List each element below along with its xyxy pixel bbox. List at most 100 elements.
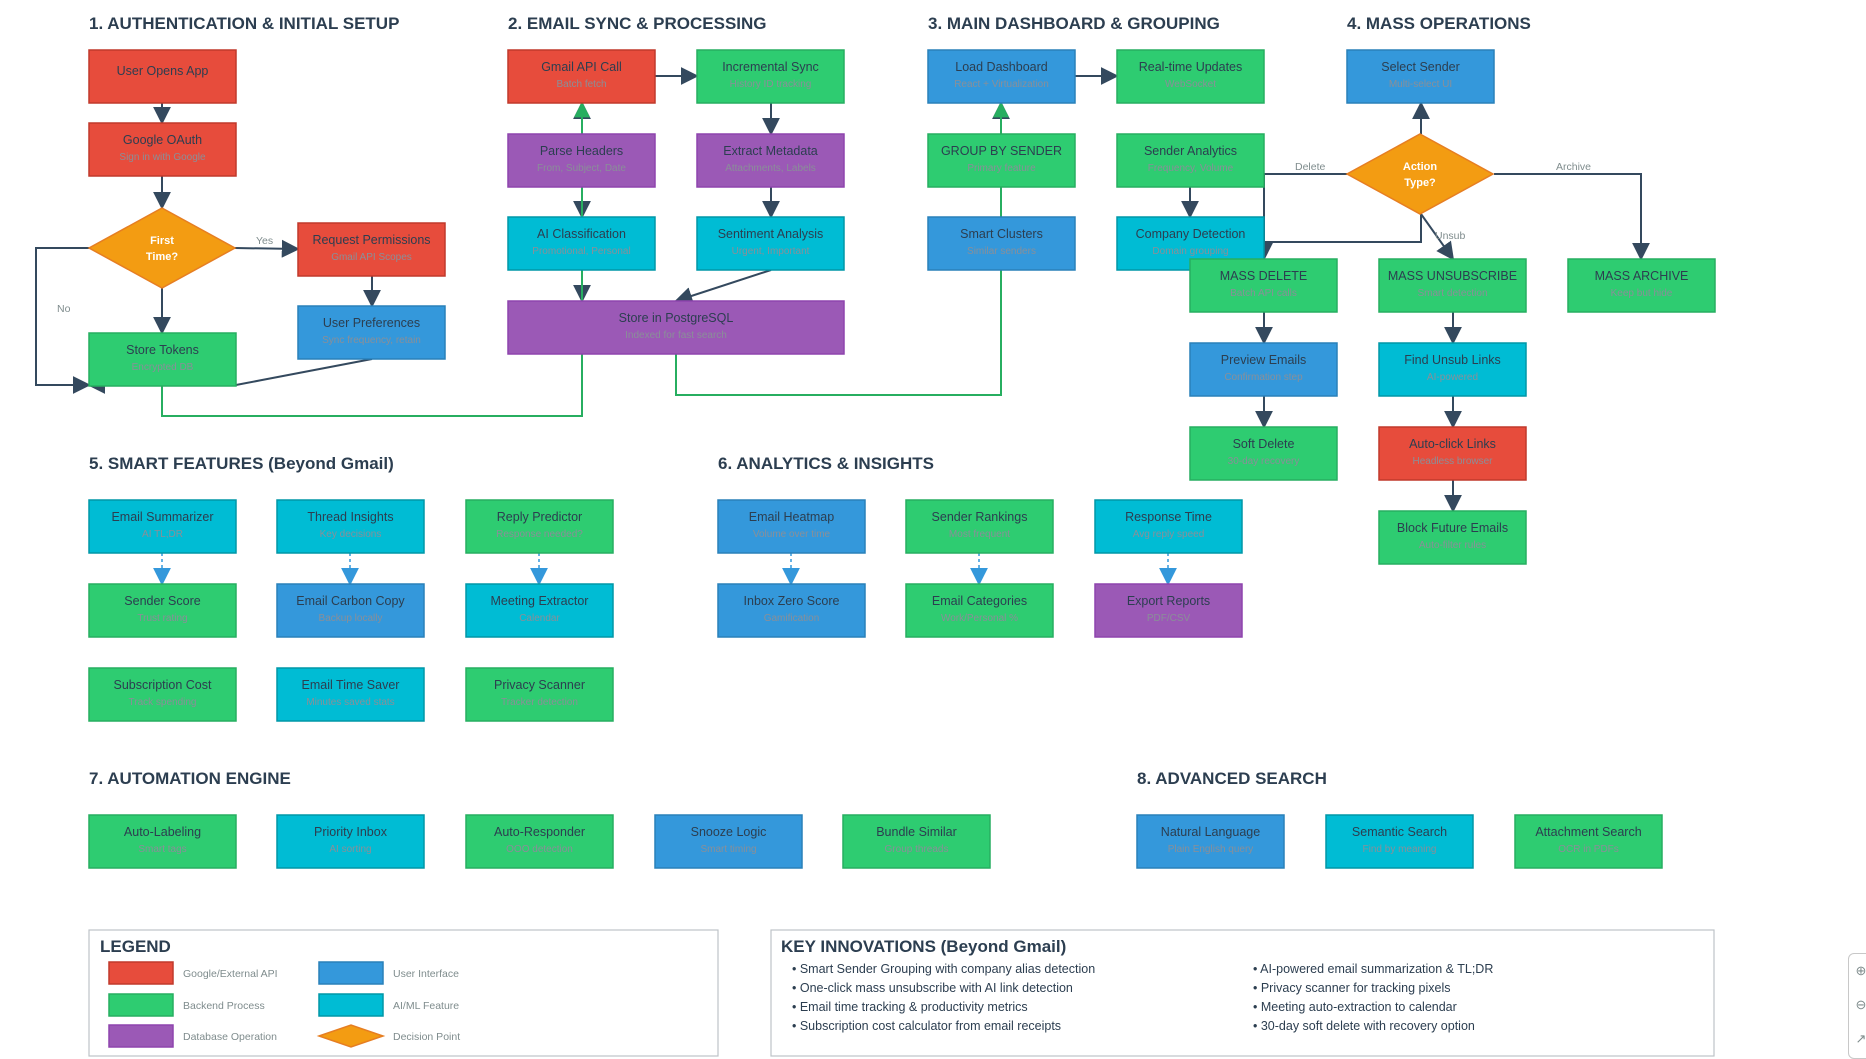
legend-panel: LEGEND Google/External API User Interface… <box>88 929 719 1057</box>
edge-unsub-branch <box>1420 213 1455 261</box>
node-extract-metadata[interactable]: Extract Metadata Attachments, Labels <box>696 133 845 188</box>
node-first-time[interactable]: First Time? <box>87 207 237 289</box>
section-title-s6: 6. ANALYTICS & INSIGHTS <box>718 454 934 473</box>
node-sublabel: Batch API calls <box>1230 288 1297 299</box>
node-action-type[interactable]: Action Type? <box>1345 133 1495 215</box>
node-box <box>465 583 614 638</box>
node-natural-language[interactable]: Natural Language Plain English query <box>1136 814 1285 869</box>
node-label: Attachment Search <box>1535 825 1641 839</box>
node-box <box>507 300 845 355</box>
node-select-sender[interactable]: Select Sender Multi-select UI <box>1346 49 1495 104</box>
node-priority-inbox[interactable]: Priority Inbox AI sorting <box>276 814 425 869</box>
node-label: Snooze Logic <box>691 825 767 839</box>
node-sublabel: Confirmation step <box>1224 372 1303 383</box>
node-box <box>1325 814 1474 869</box>
node-ai-classification[interactable]: AI Classification Promotional, Personal <box>507 216 656 271</box>
section-title-s2: 2. EMAIL SYNC & PROCESSING <box>508 14 767 33</box>
legend-swatch <box>108 993 174 1017</box>
node-auto-responder[interactable]: Auto-Responder OOO detection <box>465 814 614 869</box>
node-auto-labeling[interactable]: Auto-Labeling Smart tags <box>88 814 237 869</box>
node-email-heatmap[interactable]: Email Heatmap Volume over time <box>717 499 866 554</box>
node-sender-analytics[interactable]: Sender Analytics Frequency, Volume <box>1116 133 1265 188</box>
edge-label-archive: Archive <box>1556 161 1591 173</box>
innovation-item: • Email time tracking & productivity met… <box>792 1000 1028 1014</box>
node-label: Subscription Cost <box>114 678 212 692</box>
node-parse-headers[interactable]: Parse Headers From, Subject, Date <box>507 133 656 188</box>
node-box <box>465 814 614 869</box>
node-label: AI Classification <box>537 227 626 241</box>
legend-swatch <box>108 961 174 985</box>
fit-icon[interactable]: ↗ <box>1855 1031 1866 1046</box>
node-export-reports[interactable]: Export Reports PDF/CSV <box>1094 583 1243 638</box>
node-load-dashboard[interactable]: Load Dashboard React + Virtualization <box>927 49 1076 104</box>
node-email-time-saver[interactable]: Email Time Saver Minutes saved stats <box>276 667 425 722</box>
node-box <box>88 667 237 722</box>
node-sublabel: Gamification <box>764 613 820 624</box>
legend-item-google: Google/External API <box>108 961 278 985</box>
node-response-time[interactable]: Response Time Avg reply speed <box>1094 499 1243 554</box>
node-block-future-emails[interactable]: Block Future Emails Auto-filter rules <box>1378 510 1527 565</box>
node-email-summarizer[interactable]: Email Summarizer AI TL;DR <box>88 499 237 554</box>
node-google-oauth[interactable]: Google OAuth Sign in with Google <box>88 122 237 177</box>
node-sender-score[interactable]: Sender Score Trust rating <box>88 583 237 638</box>
node-label: Auto-Responder <box>494 825 585 839</box>
edge-first-yes <box>234 239 300 258</box>
innovation-item: • Smart Sender Grouping with company ali… <box>792 962 1095 976</box>
node-smart-clusters[interactable]: Smart Clusters Similar senders <box>927 216 1076 271</box>
node-sublabel: Plain English query <box>1168 844 1254 855</box>
node-email-carbon-copy[interactable]: Email Carbon Copy Backup locally <box>276 583 425 638</box>
innovation-item: • Meeting auto-extraction to calendar <box>1253 1000 1457 1014</box>
node-subscription-cost[interactable]: Subscription Cost Track spending <box>88 667 237 722</box>
legend-item-decision: Decision Point <box>316 1024 460 1048</box>
node-meeting-extractor[interactable]: Meeting Extractor Calendar <box>465 583 614 638</box>
node-store-tokens[interactable]: Store Tokens Encrypted DB <box>88 332 237 387</box>
node-label: Email Time Saver <box>302 678 400 692</box>
node-inbox-zero-score[interactable]: Inbox Zero Score Gamification <box>717 583 866 638</box>
node-attachment-search[interactable]: Attachment Search OCR in PDFs <box>1514 814 1663 869</box>
node-label: Email Summarizer <box>111 510 213 524</box>
node-soft-delete[interactable]: Soft Delete 30-day recovery <box>1189 426 1338 481</box>
node-semantic-search[interactable]: Semantic Search Find by meaning <box>1325 814 1474 869</box>
node-realtime-updates[interactable]: Real-time Updates WebSocket <box>1116 49 1265 104</box>
node-reply-predictor[interactable]: Reply Predictor Response needed? <box>465 499 614 554</box>
legend-swatch <box>318 961 384 985</box>
legend-item-ai: AI/ML Feature <box>318 993 459 1017</box>
node-group-by-sender[interactable]: GROUP BY SENDER Primary feature <box>927 133 1076 188</box>
node-privacy-scanner[interactable]: Privacy Scanner Tracker detection <box>465 667 614 722</box>
node-thread-insights[interactable]: Thread Insights Key decisions <box>276 499 425 554</box>
node-box <box>654 814 803 869</box>
node-store-postgresql[interactable]: Store in PostgreSQL Indexed for fast sear… <box>507 300 845 355</box>
node-auto-click-links[interactable]: Auto-click Links Headless browser <box>1378 426 1527 481</box>
node-sublabel: Track spending <box>129 697 197 708</box>
node-label: Inbox Zero Score <box>744 594 840 608</box>
node-box <box>297 222 446 277</box>
node-label: Smart Clusters <box>960 227 1043 241</box>
node-box <box>696 216 845 271</box>
node-bundle-similar[interactable]: Bundle Similar Group threads <box>842 814 991 869</box>
node-sublabel: Most frequent <box>949 529 1010 540</box>
node-mass-delete[interactable]: MASS DELETE Batch API calls <box>1189 258 1338 313</box>
node-user-opens-app[interactable]: User Opens App <box>88 49 237 104</box>
zoom-out-icon[interactable]: ⊖ <box>1855 997 1866 1012</box>
legend-swatch <box>316 1024 386 1048</box>
node-box <box>1514 814 1663 869</box>
node-label: User Opens App <box>117 64 209 78</box>
node-gmail-api-call[interactable]: Gmail API Call Batch fetch <box>507 49 656 104</box>
node-user-preferences[interactable]: User Preferences Sync frequency, retain <box>297 305 446 360</box>
node-find-unsub-links[interactable]: Find Unsub Links AI-powered <box>1378 342 1527 397</box>
node-request-permissions[interactable]: Request Permissions Gmail API Scopes <box>297 222 446 277</box>
edge-label-no: No <box>57 303 71 315</box>
node-incremental-sync[interactable]: Incremental Sync History ID tracking <box>696 49 845 104</box>
node-sublabel: Auto-filter rules <box>1419 540 1486 551</box>
zoom-in-icon[interactable]: ⊕ <box>1855 963 1866 978</box>
node-sender-rankings[interactable]: Sender Rankings Most frequent <box>905 499 1054 554</box>
node-snooze-logic[interactable]: Snooze Logic Smart timing <box>654 814 803 869</box>
node-mass-archive[interactable]: MASS ARCHIVE Keep but hide <box>1567 258 1716 313</box>
node-preview-emails[interactable]: Preview Emails Confirmation step <box>1189 342 1338 397</box>
node-email-categories[interactable]: Email Categories Work/Personal % <box>905 583 1054 638</box>
node-sublabel: OCR in PDFs <box>1558 844 1619 855</box>
node-mass-unsubscribe[interactable]: MASS UNSUBSCRIBE Smart detection <box>1378 258 1527 313</box>
node-sublabel: Encrypted DB <box>132 362 194 373</box>
node-sentiment-analysis[interactable]: Sentiment Analysis Urgent, Important <box>696 216 845 271</box>
